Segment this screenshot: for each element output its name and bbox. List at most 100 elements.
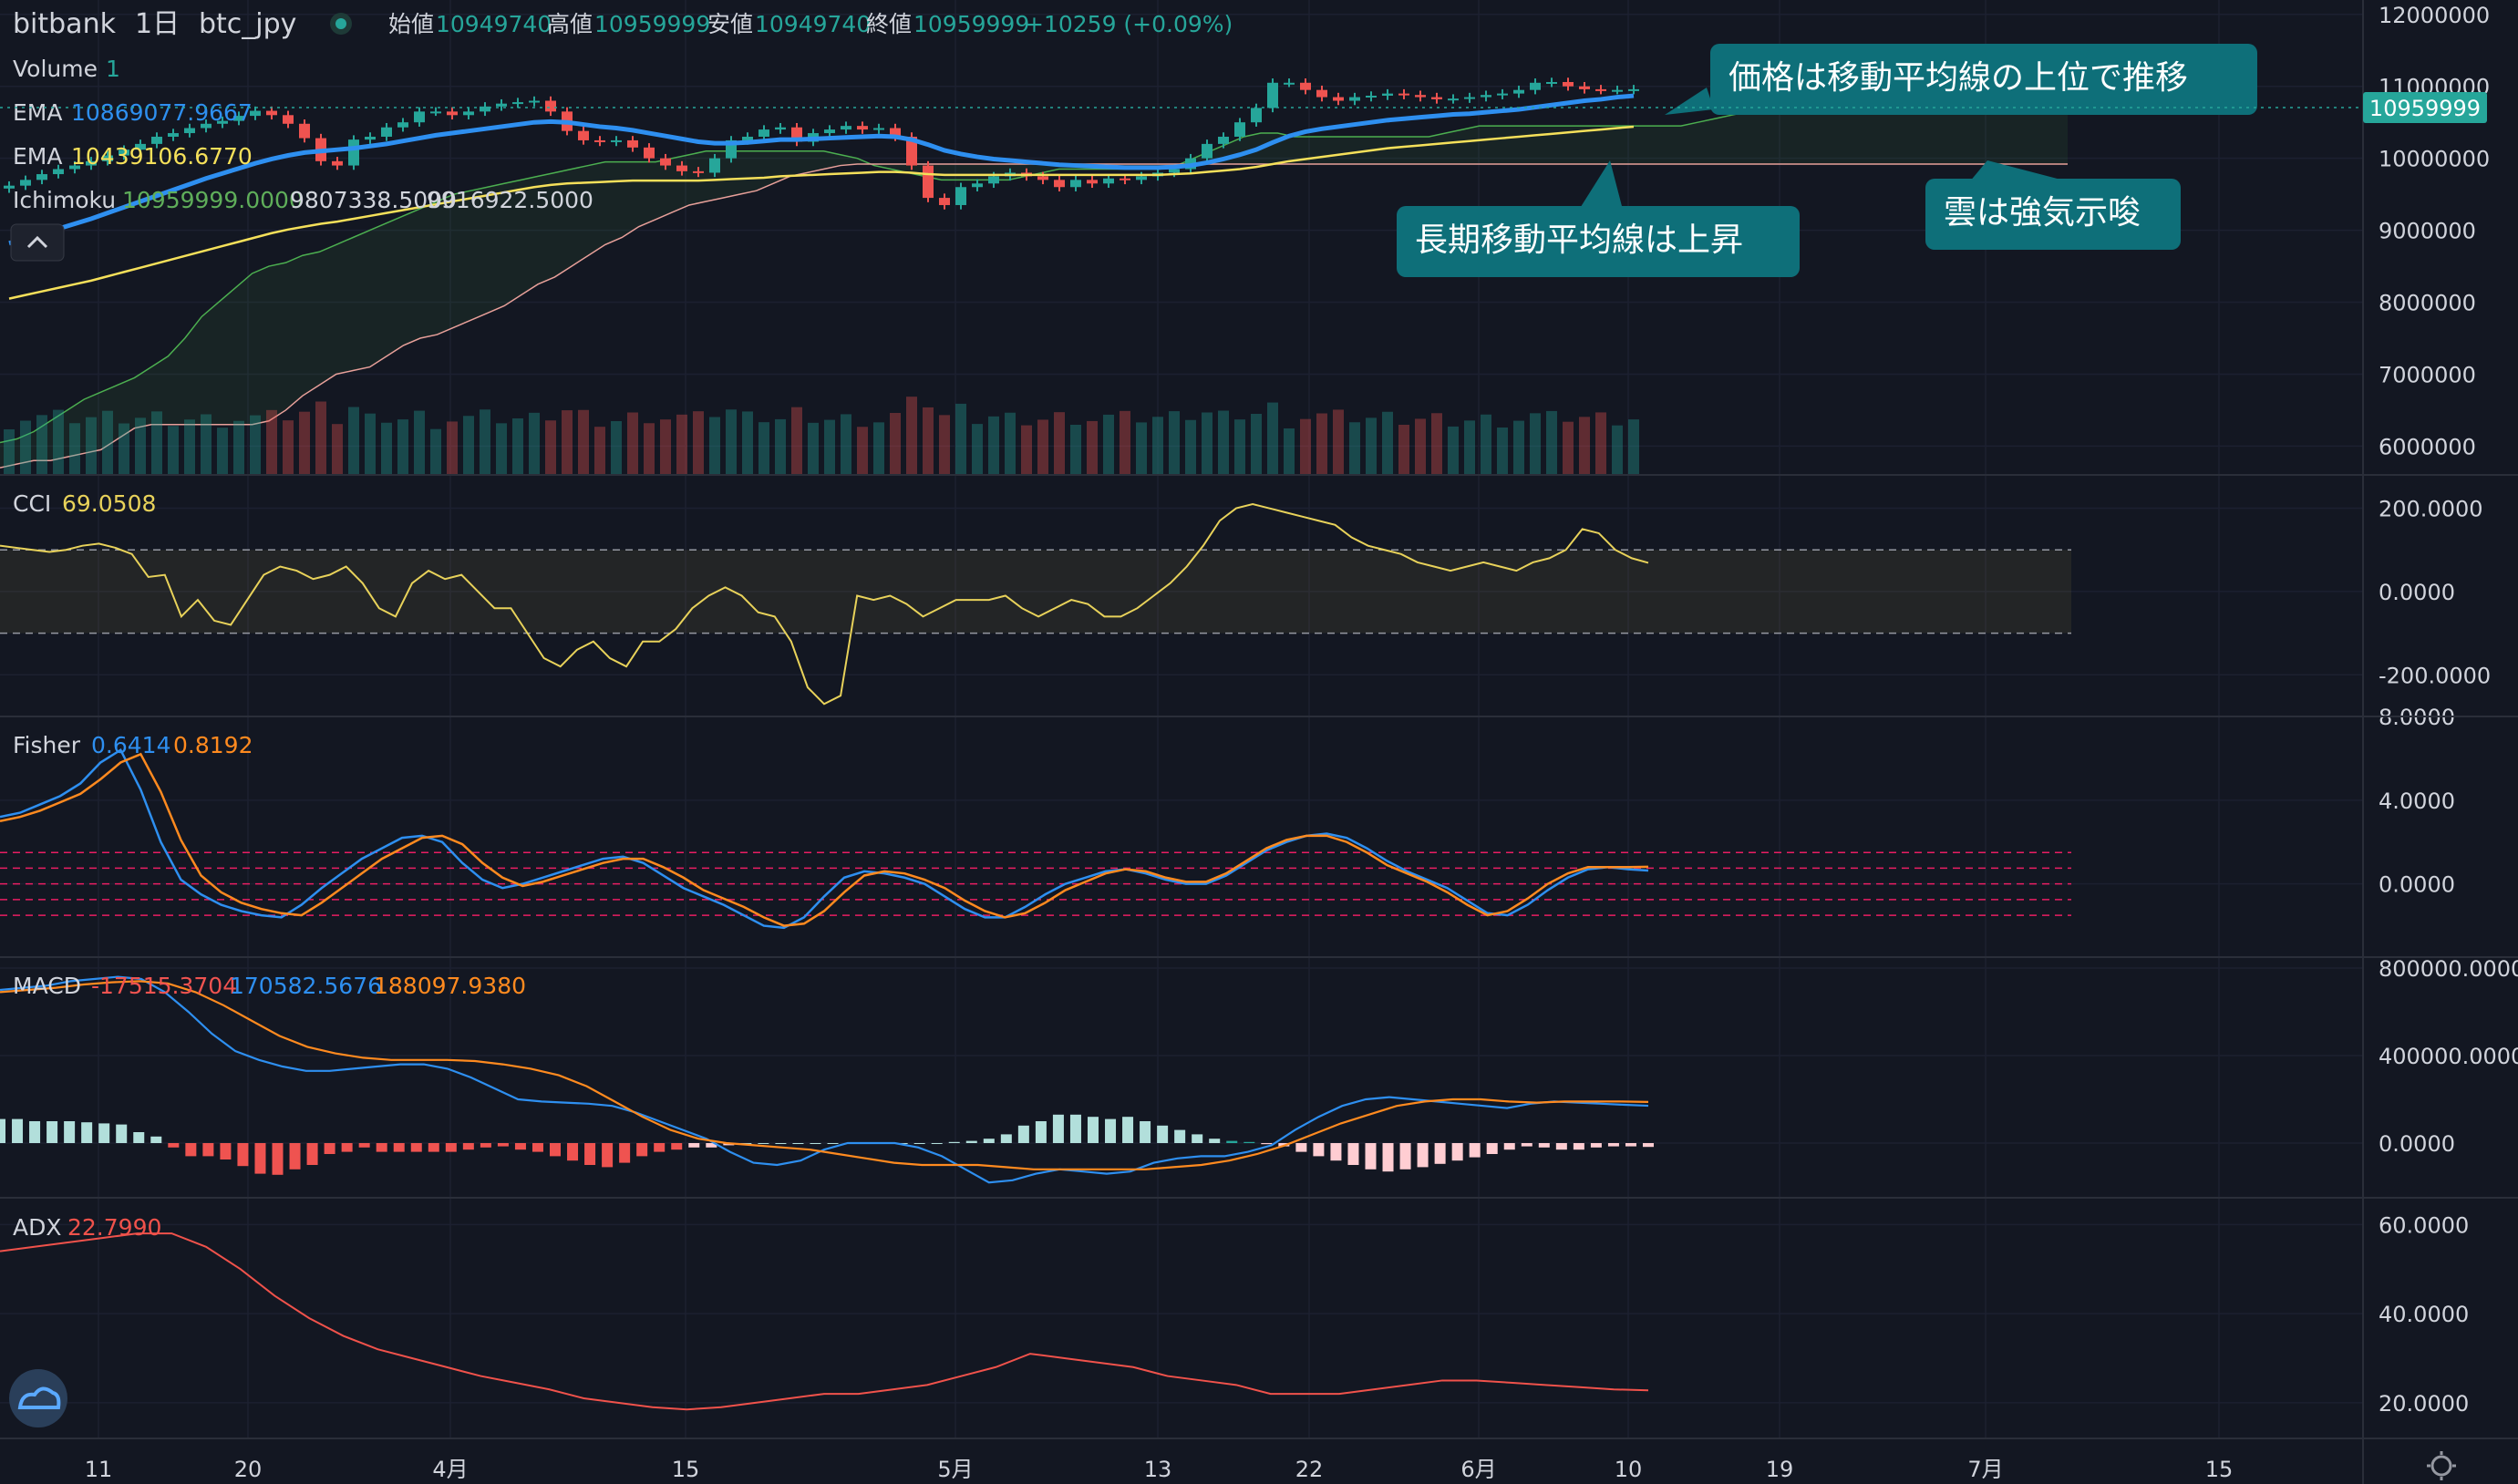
- volume-bar: [1628, 419, 1639, 475]
- macd-histogram-bar: [550, 1143, 562, 1157]
- high-label: 高値: [547, 11, 593, 37]
- ichimoku-label[interactable]: Ichimoku: [13, 187, 116, 213]
- x-tick-label: 5月: [937, 1457, 973, 1482]
- callout-box-1[interactable]: [1710, 44, 2257, 115]
- adx-axis-label: 60.0000: [2379, 1212, 2469, 1238]
- macd-label[interactable]: MACD: [13, 973, 81, 999]
- candle-body: [1366, 95, 1377, 98]
- candle-body: [1267, 82, 1278, 108]
- macd-histogram-bar: [1486, 1143, 1498, 1154]
- symbol-name[interactable]: btc_jpy: [199, 8, 296, 40]
- volume-bar: [1152, 417, 1163, 475]
- macd-histogram-bar: [1295, 1143, 1307, 1152]
- macd-histogram-bar: [376, 1143, 387, 1152]
- volume-bar: [1070, 425, 1081, 475]
- exchange-name[interactable]: bitbank: [13, 8, 117, 40]
- volume-bar: [1185, 419, 1196, 475]
- macd-histogram-bar: [1643, 1143, 1654, 1148]
- callout-box-3[interactable]: [1925, 179, 2181, 250]
- candle-body: [365, 136, 376, 140]
- high-value: 10959999: [594, 11, 710, 37]
- candle-body: [742, 136, 753, 140]
- ichimoku-value-1: 10959999.0000: [122, 187, 304, 213]
- volume-bar: [955, 403, 966, 475]
- callout-pointer-3: [1969, 160, 2071, 182]
- volume-bar: [1431, 413, 1442, 475]
- callout-pointer-2: [1579, 160, 1623, 210]
- macd-histogram-bar: [272, 1143, 284, 1175]
- volume-bar: [562, 410, 573, 475]
- candle-body: [1431, 97, 1442, 99]
- macd-histogram-bar: [1399, 1143, 1411, 1170]
- volume-bar: [233, 420, 244, 475]
- adx-axis-label: 20.0000: [2379, 1391, 2469, 1417]
- volume-bar: [151, 411, 162, 475]
- volume-bar: [1513, 420, 1524, 475]
- volume-bar: [168, 426, 179, 475]
- volume-bar: [1415, 418, 1426, 475]
- macd-histogram-bar: [1087, 1117, 1099, 1143]
- cci-label[interactable]: CCI: [13, 490, 51, 517]
- volume-bar: [644, 423, 655, 475]
- macd-histogram-bar: [1122, 1117, 1134, 1143]
- x-tick-label: 10: [1615, 1457, 1643, 1482]
- macd-histogram-bar: [1226, 1140, 1238, 1143]
- macd-histogram-bar: [462, 1143, 474, 1150]
- volume-bar: [529, 412, 540, 475]
- callout-box-2[interactable]: [1397, 206, 1800, 277]
- macd-histogram-bar: [688, 1143, 700, 1148]
- tradingview-logo[interactable]: [9, 1369, 67, 1427]
- macd-histogram-bar: [1261, 1143, 1273, 1145]
- volume-bar: [381, 422, 392, 475]
- macd-histogram-bar: [1607, 1143, 1619, 1147]
- candle-body: [512, 102, 523, 105]
- candle-body: [1513, 89, 1524, 94]
- candle-body: [709, 158, 720, 173]
- candle-body: [1103, 178, 1114, 184]
- ema-slow-label[interactable]: EMA: [13, 143, 62, 170]
- volume-bar: [1005, 412, 1016, 475]
- cci-axis-label: 200.0000: [2379, 497, 2483, 522]
- interval[interactable]: 1日: [135, 8, 180, 40]
- volume-bar: [217, 428, 228, 475]
- macd-histogram-bar: [306, 1143, 318, 1165]
- candle-body: [1579, 86, 1590, 89]
- fisher-label[interactable]: Fisher: [13, 732, 81, 758]
- volume-label[interactable]: Volume: [13, 56, 98, 82]
- collapse-legend-button[interactable]: [10, 223, 65, 262]
- price-axis-background: [2364, 0, 2518, 1484]
- candle-body: [1037, 176, 1048, 180]
- macd-histogram-bar: [1174, 1129, 1186, 1143]
- macd-histogram-bar: [775, 1143, 787, 1144]
- settings-gear-icon[interactable]: [2427, 1451, 2456, 1480]
- candle-body: [397, 122, 408, 128]
- macd-histogram-bar: [410, 1143, 422, 1152]
- x-tick-label: 11: [85, 1457, 113, 1482]
- volume-bar: [1382, 411, 1393, 475]
- market-status-dot: [335, 18, 346, 29]
- cci-axis-label: 0.0000: [2379, 580, 2455, 605]
- x-tick-label: 13: [1144, 1457, 1172, 1482]
- macd-axis-label: 0.0000: [2379, 1131, 2455, 1157]
- volume-bar: [1448, 426, 1459, 475]
- macd-histogram-bar: [220, 1143, 232, 1159]
- candle-body: [119, 149, 129, 156]
- candle-body: [1448, 98, 1459, 101]
- cloud-logo-icon: [17, 1386, 61, 1409]
- low-value: 10949740: [755, 11, 871, 37]
- fisher-axis-label: 4.0000: [2379, 788, 2455, 814]
- candle-body: [1612, 89, 1623, 92]
- ema-fast-label[interactable]: EMA: [13, 99, 62, 126]
- macd-histogram-bar: [1417, 1143, 1429, 1168]
- macd-histogram-bar: [1000, 1134, 1012, 1143]
- candle-body: [233, 116, 244, 121]
- macd-histogram-bar: [46, 1121, 58, 1143]
- volume-bar: [906, 397, 917, 475]
- macd-histogram-bar: [1451, 1143, 1463, 1161]
- adx-label[interactable]: ADX: [13, 1214, 61, 1241]
- candle-body: [151, 136, 162, 144]
- macd-histogram-bar: [289, 1143, 301, 1170]
- candle-body: [906, 136, 917, 166]
- fisher-line: [0, 747, 1649, 930]
